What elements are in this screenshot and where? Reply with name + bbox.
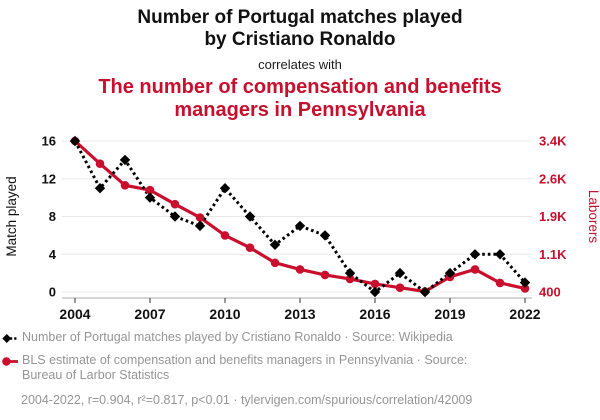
stats-footer: 2004-2022, r=0.904, r²=0.817, p<0.01 · t… xyxy=(21,392,473,407)
page-title: Number of Portugal matches played by Cri… xyxy=(137,7,463,50)
right-axis-title: Laborers xyxy=(586,190,600,244)
left-axis-tick-label: 0 xyxy=(49,285,56,300)
legend: Number of Portugal matches played by Cri… xyxy=(0,330,600,384)
legend-item-bls-managers: BLS estimate of compensation and benefit… xyxy=(2,353,592,384)
dashed-diamond-series-icon xyxy=(2,334,18,343)
left-axis-tick-label: 16 xyxy=(42,134,56,149)
x-axis-tick-label: 2013 xyxy=(284,306,315,322)
x-axis-tick-label: 2019 xyxy=(434,306,465,322)
gridlines: 16 3.4K 12 2.6K 8 1.9K 4 1.1K 0 400 xyxy=(42,134,568,300)
right-axis-tick-label: 3.4K xyxy=(539,134,567,149)
solid-circle-series-icon xyxy=(2,356,18,366)
left-axis-tick-label: 12 xyxy=(42,171,56,186)
legend-label: Number of Portugal matches played by Cri… xyxy=(22,330,453,344)
legend-label: BLS estimate of compensation and benefit… xyxy=(22,352,468,383)
legend-item-portugal-matches: Number of Portugal matches played by Cri… xyxy=(2,330,592,346)
right-axis-tick-label: 400 xyxy=(539,285,561,300)
x-axis-tick-label: 2004 xyxy=(59,306,90,322)
correlates-with-label: correlates with xyxy=(258,57,342,72)
x-axis-tick-label: 2010 xyxy=(209,306,240,322)
x-axis: 2004 2007 2010 2013 2016 2019 2022 xyxy=(59,297,541,322)
x-axis-tick-label: 2022 xyxy=(509,306,540,322)
left-axis-tick-label: 8 xyxy=(49,209,56,224)
right-axis-tick-label: 2.6K xyxy=(539,171,567,186)
chart-card: Number of Portugal matches played by Cri… xyxy=(0,7,600,407)
x-axis-tick-label: 2007 xyxy=(134,306,165,322)
left-axis-tick-label: 4 xyxy=(49,247,57,262)
right-axis-tick-label: 1.1K xyxy=(539,247,567,262)
x-axis-tick-label: 2016 xyxy=(359,306,390,322)
page-subtitle: The number of compensation and benefits … xyxy=(98,76,502,121)
left-axis-title: Match played xyxy=(4,176,19,256)
right-axis-tick-label: 1.9K xyxy=(539,209,567,224)
